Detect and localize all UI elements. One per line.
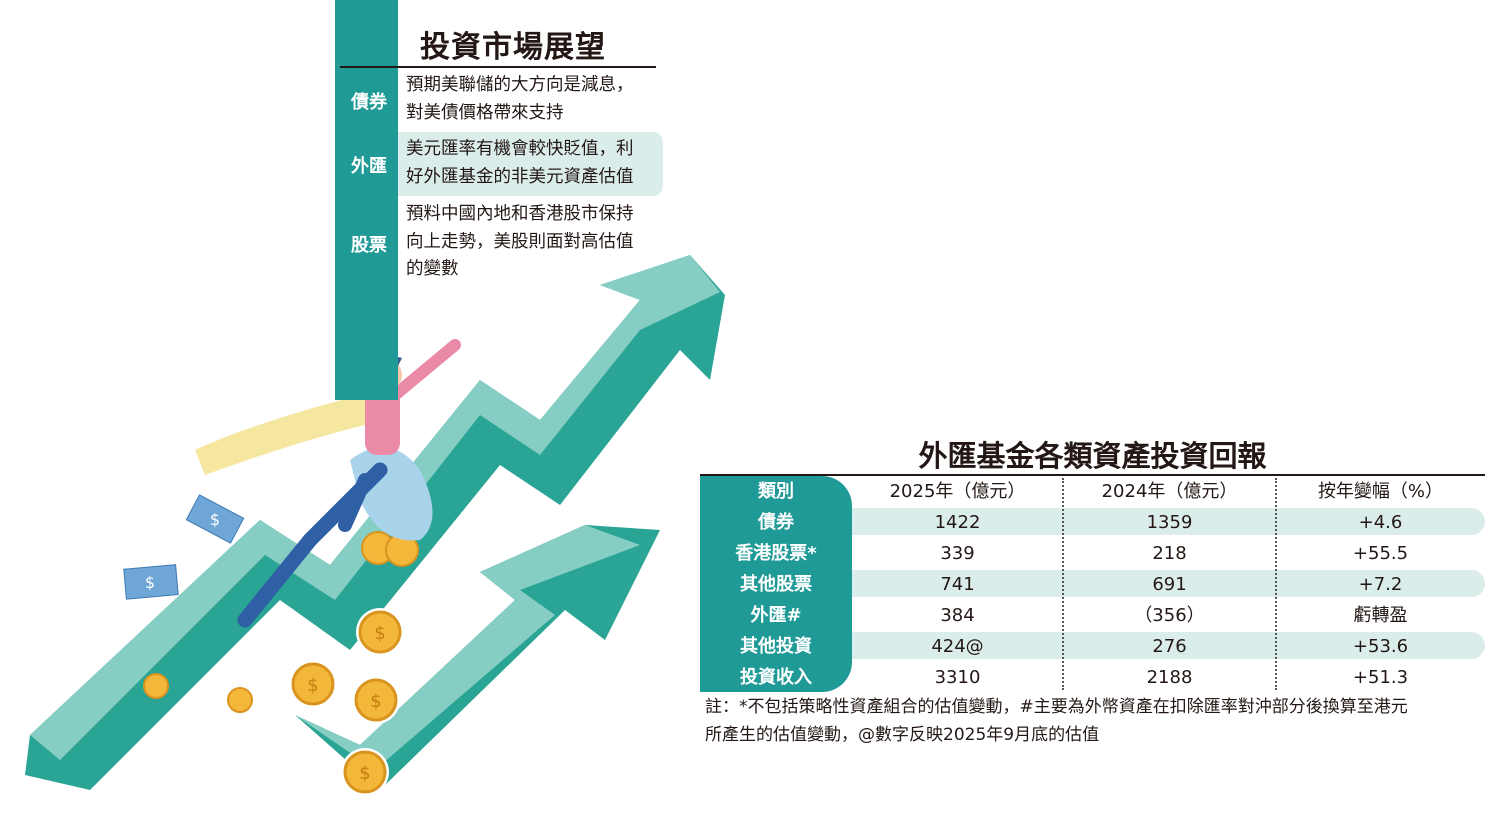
- column-divider: [1062, 478, 1064, 690]
- table-cell: +4.6: [1358, 512, 1403, 533]
- table-cell: +55.5: [1352, 543, 1409, 564]
- outlook-text-stocks: 預料中國內地和香港股市保持 向上走勢，美股則面對高估值 的變數: [406, 201, 666, 284]
- banknote-icon: $: [185, 494, 245, 544]
- row-highlight: [852, 632, 1485, 659]
- table-cell: 2188: [1146, 667, 1193, 688]
- table-note: 所產生的估值變動，@數字反映2025年9月底的估值: [705, 725, 1100, 745]
- column-divider: [1275, 478, 1277, 690]
- column-header: 按年變幅（%）: [1317, 481, 1444, 502]
- row-category: 投資收入: [740, 667, 812, 688]
- svg-text:$: $: [370, 691, 381, 712]
- svg-text:$: $: [359, 763, 370, 784]
- row-highlight: [852, 570, 1485, 597]
- table-cell: +51.3: [1352, 667, 1409, 688]
- row-category: 其他股票: [740, 574, 812, 595]
- svg-text:$: $: [210, 510, 220, 529]
- row-category: 債券: [758, 512, 794, 533]
- table-note: 註：*不包括策略性資產組合的估值變動，#主要為外幣資產在扣除匯率對沖部分後換算至…: [705, 697, 1408, 717]
- table-cell: 276: [1152, 636, 1187, 657]
- column-header: 2024年（億元）: [1101, 481, 1238, 502]
- outlook-side-bar: [335, 0, 398, 400]
- coin-icon: $: [352, 676, 400, 724]
- row-category: 外匯#: [750, 605, 802, 626]
- text-line: 美元匯率有機會較快貶值，利: [406, 139, 634, 159]
- table-cell: （356）: [1134, 605, 1205, 626]
- row-category: 香港股票*: [735, 543, 817, 564]
- svg-text:$: $: [145, 573, 155, 592]
- coin-icon: $: [356, 608, 404, 656]
- divider: [340, 66, 656, 68]
- text-line: 對美債價格帶來支持: [406, 102, 564, 123]
- table-cell: +53.6: [1352, 636, 1409, 657]
- coins: $ $ $ $: [143, 531, 419, 796]
- column-header: 類別: [758, 481, 794, 502]
- coin-icon: [227, 687, 253, 713]
- outlook-highlight: [398, 132, 663, 196]
- table-cell: 424@: [931, 636, 984, 657]
- text-line: 預期美聯儲的大方向是減息，: [406, 75, 634, 95]
- text-line: 向上走勢，美股則面對高估值: [406, 231, 634, 252]
- coin-icon: $: [291, 662, 335, 706]
- text-line: 好外匯基金的非美元資產估值: [406, 166, 634, 187]
- row-highlight: [852, 508, 1485, 535]
- svg-text:$: $: [374, 623, 385, 644]
- outlook-title: 投資市場展望: [420, 30, 606, 65]
- svg-text:$: $: [307, 675, 318, 696]
- table-cell: +7.2: [1358, 574, 1403, 595]
- table-cell: 691: [1152, 574, 1187, 595]
- divider: [700, 474, 1485, 476]
- coin-icon: [143, 673, 169, 699]
- table-cell: 384: [940, 605, 975, 626]
- outlook-label-bonds: 債券: [351, 92, 387, 113]
- text-line: 的變數: [406, 259, 459, 279]
- table-cell: 741: [940, 574, 975, 595]
- column-header: 2025年（億元）: [889, 481, 1026, 502]
- table-cell: 1359: [1146, 512, 1193, 533]
- table-cell: 虧轉盈: [1353, 605, 1408, 626]
- text-line: 預料中國內地和香港股市保持: [406, 204, 634, 224]
- banknote-icon: $: [123, 564, 179, 600]
- table-cell: 3310: [934, 667, 981, 688]
- table-cell: 218: [1152, 543, 1187, 564]
- coin-icon: [361, 531, 419, 567]
- category-column-bg: [700, 476, 852, 692]
- outlook-label-fx: 外匯: [351, 156, 387, 177]
- row-category: 其他投資: [740, 636, 812, 657]
- coin-icon: $: [341, 748, 389, 796]
- outlook-label-stocks: 股票: [351, 235, 387, 256]
- table-title: 外匯基金各類資產投資回報: [918, 439, 1267, 473]
- table-cell: 339: [940, 543, 975, 564]
- table-cell: 1422: [934, 512, 981, 533]
- outlook-text-bonds: 預期美聯儲的大方向是減息， 對美債價格帶來支持: [406, 72, 666, 127]
- outlook-text-fx: 美元匯率有機會較快貶值，利 好外匯基金的非美元資產估值: [406, 136, 666, 191]
